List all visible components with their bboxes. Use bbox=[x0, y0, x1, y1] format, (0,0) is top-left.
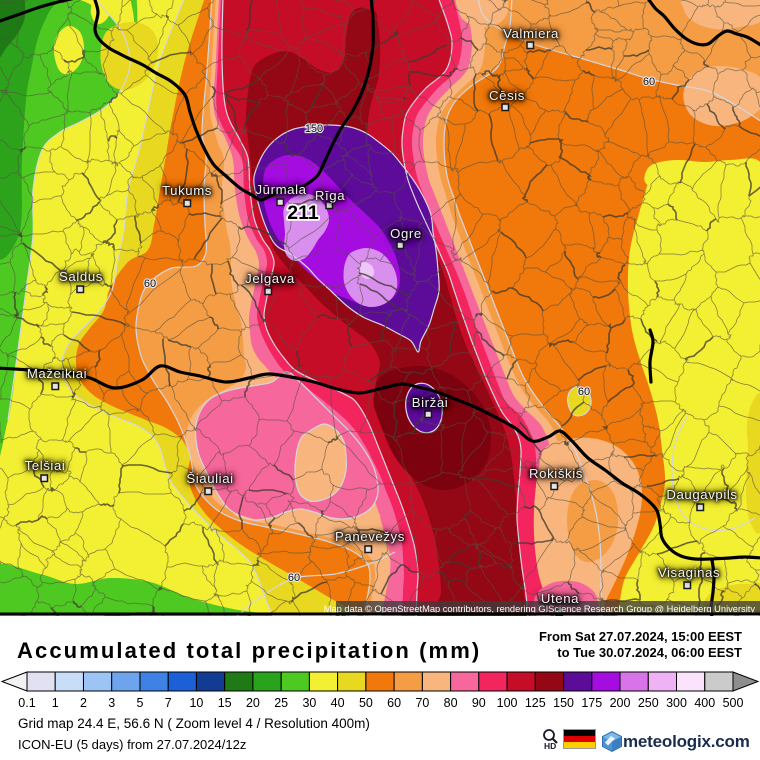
svg-text:3: 3 bbox=[108, 696, 115, 710]
svg-text:60: 60 bbox=[144, 278, 156, 290]
svg-text:70: 70 bbox=[415, 696, 429, 710]
svg-text:100: 100 bbox=[497, 696, 518, 710]
svg-text:200: 200 bbox=[610, 696, 631, 710]
svg-text:5: 5 bbox=[137, 696, 144, 710]
svg-text:150: 150 bbox=[305, 123, 323, 135]
svg-text:60: 60 bbox=[387, 696, 401, 710]
svg-text:300: 300 bbox=[666, 696, 687, 710]
svg-text:60: 60 bbox=[643, 76, 655, 88]
svg-text:7: 7 bbox=[165, 696, 172, 710]
svg-text:10: 10 bbox=[189, 696, 203, 710]
svg-text:15: 15 bbox=[218, 696, 232, 710]
svg-text:2: 2 bbox=[80, 696, 87, 710]
svg-text:1: 1 bbox=[52, 696, 59, 710]
svg-text:30: 30 bbox=[302, 696, 316, 710]
svg-text:40: 40 bbox=[331, 696, 345, 710]
svg-text:250: 250 bbox=[638, 696, 659, 710]
svg-text:20: 20 bbox=[246, 696, 260, 710]
svg-text:60: 60 bbox=[578, 386, 590, 398]
svg-text:60: 60 bbox=[288, 572, 300, 584]
svg-text:175: 175 bbox=[581, 696, 602, 710]
svg-text:0.1: 0.1 bbox=[18, 696, 35, 710]
svg-text:150: 150 bbox=[553, 696, 574, 710]
svg-text:50: 50 bbox=[359, 696, 373, 710]
svg-text:80: 80 bbox=[444, 696, 458, 710]
svg-text:125: 125 bbox=[525, 696, 546, 710]
svg-text:211: 211 bbox=[287, 202, 319, 224]
svg-text:25: 25 bbox=[274, 696, 288, 710]
svg-text:500: 500 bbox=[723, 696, 744, 710]
svg-text:400: 400 bbox=[694, 696, 715, 710]
svg-text:HD: HD bbox=[544, 741, 556, 750]
svg-text:Map data © OpenStreetMap contr: Map data © OpenStreetMap contributors, r… bbox=[324, 604, 756, 614]
svg-text:90: 90 bbox=[472, 696, 486, 710]
